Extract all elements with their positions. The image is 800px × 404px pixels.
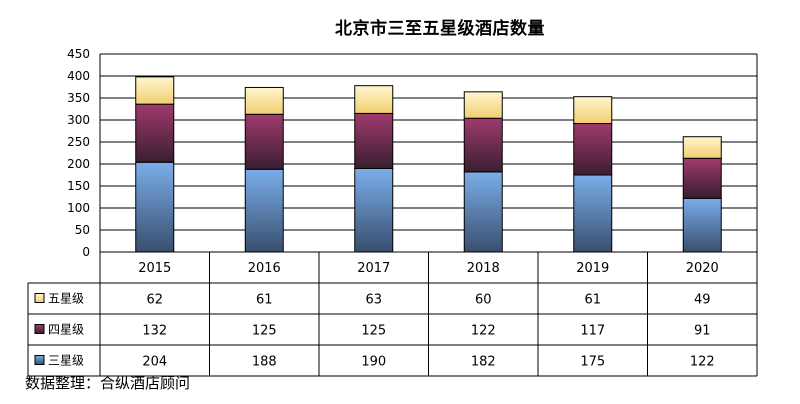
data-label: 61	[256, 293, 273, 308]
y-tick-label: 150	[67, 179, 90, 193]
data-label: 190	[361, 355, 386, 370]
data-label: 117	[580, 324, 605, 339]
bar-segment	[354, 85, 394, 114]
y-tick-label: 100	[67, 201, 90, 215]
data-label: 63	[365, 293, 382, 308]
bar-segment	[682, 157, 722, 199]
y-tick-label: 400	[67, 69, 90, 83]
y-tick-label: 350	[67, 91, 90, 105]
bar-segment	[463, 117, 503, 173]
bar-segment	[135, 76, 175, 105]
chart-title: 北京市三至五星级酒店数量	[335, 19, 545, 39]
y-tick-label: 300	[67, 113, 90, 127]
data-label: 62	[146, 293, 163, 308]
x-tick-label: 2018	[467, 261, 500, 276]
data-label: 182	[471, 355, 496, 370]
bar-segment	[244, 168, 284, 253]
bar-segment	[354, 167, 394, 253]
legend-swatch	[34, 355, 45, 365]
data-label: 175	[580, 355, 605, 370]
bar-segment	[463, 171, 503, 253]
x-tick-label: 2016	[248, 261, 281, 276]
data-label: 122	[690, 355, 715, 370]
data-label: 125	[252, 324, 277, 339]
bar-segment	[244, 86, 284, 115]
y-tick-label: 450	[67, 47, 90, 61]
data-label: 204	[142, 355, 167, 370]
data-label: 122	[471, 324, 496, 339]
data-label: 132	[142, 324, 167, 339]
legend-swatch	[34, 293, 45, 303]
bar-segment	[682, 197, 722, 253]
x-tick-label: 2020	[686, 261, 719, 276]
source-note: 数据整理：合纵酒店顾问	[25, 374, 191, 392]
legend-swatch	[34, 324, 45, 334]
bar-segment	[682, 136, 722, 159]
data-label: 60	[475, 293, 492, 308]
bar-segment	[463, 91, 503, 119]
x-tick-label: 2019	[576, 261, 609, 276]
bar-segment	[573, 174, 613, 253]
legend-label: 三星级	[48, 354, 84, 368]
bar-segment	[573, 96, 613, 125]
bar-segment	[244, 113, 284, 170]
y-tick-label: 250	[67, 135, 90, 149]
legend-label: 五星级	[48, 292, 84, 306]
bar-segment	[135, 103, 175, 163]
bar-segment	[135, 161, 175, 253]
data-label: 91	[694, 324, 711, 339]
bar-segment	[573, 123, 613, 176]
x-tick-label: 2017	[357, 261, 390, 276]
data-label: 61	[584, 293, 601, 308]
y-axis-ticks: 0 50 100 150 200 250 300 350 400 450	[67, 47, 90, 259]
x-tick-label: 2015	[138, 261, 171, 276]
y-tick-label: 200	[67, 157, 90, 171]
y-tick-label: 0	[82, 245, 90, 259]
data-table: 2015 2016 2017 2018 2019 2020 五星级 62 61 63 60 61 49 四…	[27, 251, 758, 377]
y-tick-label: 50	[75, 223, 90, 237]
gridlines	[99, 53, 758, 253]
data-label: 125	[361, 324, 386, 339]
bar-segment	[354, 112, 394, 169]
data-label: 188	[252, 355, 277, 370]
data-label: 49	[694, 293, 711, 308]
bars	[135, 76, 722, 253]
legend-label: 四星级	[48, 323, 84, 337]
